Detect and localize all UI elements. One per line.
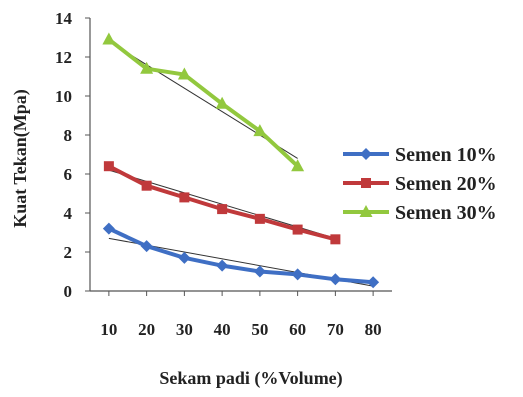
y-tick-label: 8 bbox=[64, 126, 73, 145]
data-point bbox=[217, 204, 228, 215]
x-axis-label: Sekam padi (%Volume) bbox=[159, 368, 342, 389]
data-point bbox=[178, 251, 191, 264]
y-axis-label: Kuat Tekan(Mpa) bbox=[10, 89, 31, 228]
data-point bbox=[140, 240, 153, 253]
data-point bbox=[330, 234, 341, 245]
x-tick-label: 40 bbox=[214, 320, 231, 339]
legend-label: Semen 30% bbox=[395, 202, 497, 224]
y-tick-label: 2 bbox=[64, 243, 73, 262]
y-tick-label: 6 bbox=[64, 165, 73, 184]
data-point bbox=[292, 224, 303, 235]
data-point bbox=[291, 159, 305, 172]
x-tick-label: 50 bbox=[251, 320, 268, 339]
data-point bbox=[361, 178, 371, 188]
data-point bbox=[359, 205, 373, 217]
x-tick-label: 10 bbox=[100, 320, 117, 339]
y-tick-label: 14 bbox=[55, 9, 73, 28]
series-line bbox=[106, 37, 300, 169]
x-tick-label: 20 bbox=[138, 320, 155, 339]
y-tick-label: 12 bbox=[55, 48, 72, 67]
legend-label: Semen 20% bbox=[395, 173, 497, 195]
legend-label: Semen 10% bbox=[395, 144, 497, 166]
x-tick-label: 80 bbox=[365, 320, 382, 339]
series-line bbox=[106, 226, 376, 285]
x-tick-label: 60 bbox=[289, 320, 306, 339]
data-point bbox=[253, 265, 266, 278]
y-tick-label: 4 bbox=[64, 204, 73, 223]
data-point bbox=[216, 259, 229, 272]
y-tick-labels: 0 2 4 6 8 10 12 14 bbox=[55, 9, 73, 301]
data-point bbox=[179, 192, 190, 203]
series-semen-30- bbox=[102, 32, 305, 172]
x-tick-label: 70 bbox=[327, 320, 344, 339]
data-point bbox=[215, 96, 229, 109]
x-tick-labels: 10 20 30 40 50 60 70 80 bbox=[100, 320, 381, 339]
data-point bbox=[103, 161, 114, 172]
data-point bbox=[254, 213, 265, 224]
legend-item: Semen 10% bbox=[343, 144, 497, 166]
series-semen-20- bbox=[103, 161, 341, 245]
data-point bbox=[329, 273, 342, 286]
series-semen-10- bbox=[102, 222, 380, 289]
legend: Semen 10% Semen 20% Semen 30% bbox=[343, 144, 497, 224]
legend-item: Semen 30% bbox=[343, 202, 497, 224]
data-point bbox=[177, 67, 191, 80]
data-point bbox=[253, 124, 267, 137]
y-tick-label: 0 bbox=[64, 282, 73, 301]
chart-axes bbox=[85, 17, 392, 296]
data-point bbox=[140, 61, 154, 74]
data-point bbox=[360, 148, 372, 160]
y-tick-label: 10 bbox=[55, 87, 72, 106]
data-point bbox=[141, 180, 152, 191]
legend-item: Semen 20% bbox=[343, 173, 497, 195]
data-point bbox=[367, 276, 380, 289]
data-series bbox=[102, 32, 380, 289]
data-point bbox=[291, 268, 304, 281]
data-point bbox=[102, 222, 115, 235]
x-tick-label: 30 bbox=[176, 320, 193, 339]
data-point bbox=[102, 32, 116, 45]
